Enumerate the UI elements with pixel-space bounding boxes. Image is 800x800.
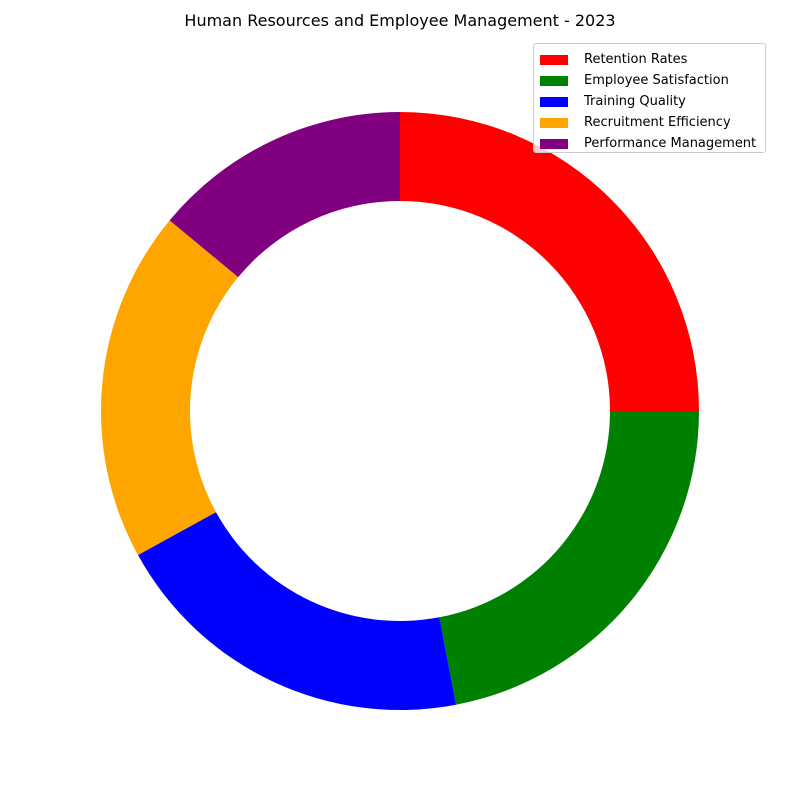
legend-item: Recruitment Efficiency <box>540 112 765 133</box>
legend-item: Employee Satisfaction <box>540 70 765 91</box>
legend-swatch <box>540 54 568 65</box>
legend-swatch <box>540 138 568 149</box>
legend-item: Performance Management <box>540 133 765 154</box>
legend-label: Recruitment Efficiency <box>584 115 731 130</box>
legend-swatch <box>540 75 568 86</box>
legend-label: Performance Management <box>584 136 757 151</box>
legend-item: Retention Rates <box>540 49 765 70</box>
legend: Retention Rates Employee Satisfaction Trai… <box>533 43 766 153</box>
legend-swatch <box>540 117 568 128</box>
chart-title: Human Resources and Employee Management … <box>184 11 616 30</box>
legend-label: Retention Rates <box>584 52 688 67</box>
legend-item: Training Quality <box>540 91 765 112</box>
legend-label: Training Quality <box>584 94 686 109</box>
slice-performance-management <box>169 112 400 278</box>
slice-retention-rates <box>400 112 699 411</box>
slice-training-quality <box>137 512 457 710</box>
legend-label: Employee Satisfaction <box>584 73 729 88</box>
legend-swatch <box>540 96 568 107</box>
slice-employee-satisfaction <box>439 411 699 705</box>
slice-recruitment-efficiency <box>101 220 239 556</box>
